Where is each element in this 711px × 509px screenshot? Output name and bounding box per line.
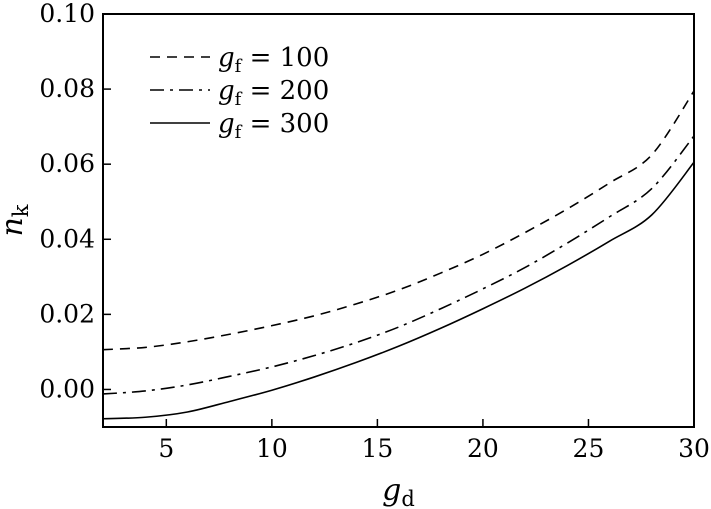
legend-label-2: gf = 200 bbox=[218, 76, 329, 110]
y-tick-label: 0.06 bbox=[39, 149, 95, 178]
x-tick-label: 30 bbox=[678, 434, 710, 463]
y-tick-label: 0.10 bbox=[39, 0, 95, 28]
series-layer bbox=[102, 90, 695, 420]
x-tick-label: 5 bbox=[158, 434, 174, 463]
y-tick-label: 0.04 bbox=[39, 224, 95, 253]
series-line-2 bbox=[102, 135, 695, 395]
y-tick-label: 0.02 bbox=[39, 299, 95, 328]
series-line-1 bbox=[102, 90, 695, 351]
ticks-layer bbox=[103, 13, 695, 427]
y-axis-label-sub: k bbox=[9, 204, 33, 217]
x-tick-label: 20 bbox=[467, 434, 499, 463]
x-axis-label-sub: d bbox=[401, 487, 414, 509]
plot-frame bbox=[102, 13, 695, 428]
tick-labels-layer: 5 10 15 20 25 30 0.00 0.02 0.04 0.06 0.08 0.10 bbox=[39, 0, 710, 463]
x-tick-label: 10 bbox=[256, 434, 288, 463]
legend-label-1: gf = 100 bbox=[218, 43, 329, 77]
y-tick-label: 0.00 bbox=[39, 374, 95, 403]
series-line-3 bbox=[102, 161, 695, 420]
x-tick-label: 15 bbox=[361, 434, 393, 463]
x-axis-label-base: g bbox=[382, 473, 401, 508]
y-axis-label: nk bbox=[0, 204, 33, 236]
legend-label-3: gf = 300 bbox=[218, 109, 329, 143]
y-tick-label: 0.08 bbox=[39, 74, 95, 103]
x-axis-label: gd bbox=[382, 473, 415, 509]
x-tick-label: 25 bbox=[573, 434, 605, 463]
y-axis-label-base: n bbox=[0, 217, 30, 236]
